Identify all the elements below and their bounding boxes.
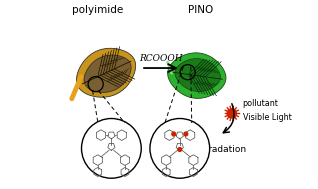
Circle shape: [150, 119, 210, 178]
Text: RCOOOH: RCOOOH: [139, 54, 183, 63]
Circle shape: [172, 132, 176, 136]
Polygon shape: [77, 48, 135, 97]
Polygon shape: [175, 59, 220, 91]
Text: Visible Light: Visible Light: [243, 113, 291, 122]
Circle shape: [184, 132, 188, 136]
Circle shape: [81, 119, 141, 178]
Circle shape: [178, 148, 182, 151]
Text: degradation: degradation: [191, 145, 247, 154]
Text: pollutant: pollutant: [243, 98, 279, 108]
Polygon shape: [168, 53, 226, 98]
Text: PINO: PINO: [188, 5, 213, 15]
Circle shape: [227, 109, 236, 118]
Text: polyimide: polyimide: [72, 5, 123, 15]
Polygon shape: [84, 55, 131, 92]
